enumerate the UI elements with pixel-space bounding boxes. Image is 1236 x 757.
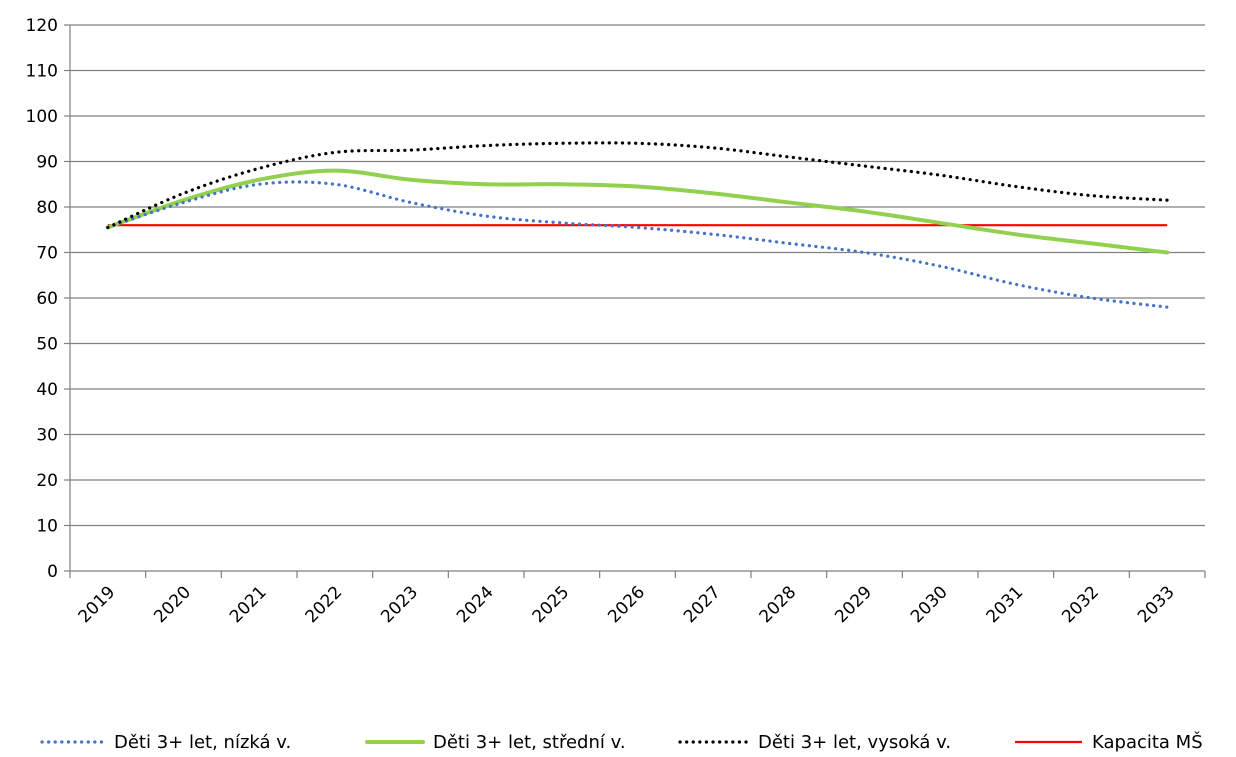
series-line-2: [105, 168, 1170, 255]
y-axis-tick-labels: 0 10 20 30 40 50 60 70 80 90 100 110 120: [26, 16, 58, 582]
x-tick-label: 2022: [302, 582, 347, 627]
x-tick-label: 2033: [1134, 582, 1179, 627]
y-tick-label: 80: [36, 198, 58, 218]
y-tick-label: 60: [36, 289, 58, 309]
legend-label-1: Děti 3+ let, nízká v.: [114, 732, 291, 753]
x-tick-label: 2024: [453, 582, 498, 627]
y-tick-label: 100: [26, 107, 58, 127]
x-tick-label: 2028: [756, 582, 801, 627]
series-lines: [105, 141, 1170, 309]
y-tick-label: 40: [36, 380, 58, 400]
y-tick-label: 20: [36, 471, 58, 491]
x-tick-label: 2031: [983, 582, 1028, 627]
series-line-1: [106, 180, 1169, 309]
y-tick-label: 0: [47, 562, 58, 582]
y-tick-label: 120: [26, 16, 58, 36]
x-tick-label: 2026: [604, 582, 649, 627]
legend: Děti 3+ let, nízká v. Děti 3+ let, středn…: [40, 731, 1203, 753]
legend-label-2: Děti 3+ let, střední v.: [433, 732, 626, 753]
x-tick-label: 2032: [1058, 582, 1103, 627]
legend-label-3: Děti 3+ let, vysoká v.: [758, 732, 951, 753]
x-tick-label: 2029: [831, 582, 876, 627]
x-tick-label: 2025: [529, 582, 574, 627]
legend-label-4: Kapacita MŠ: [1092, 731, 1203, 753]
x-tick-label: 2027: [680, 582, 725, 627]
axes: [64, 24, 1206, 578]
y-tick-label: 30: [36, 426, 58, 446]
x-tick-label: 2019: [75, 582, 120, 627]
x-axis-tick-labels: 2019 2020 2021 2022 2023 2024 2025 2026 2027 2028…: [75, 582, 1179, 627]
series-line-3: [106, 141, 1169, 230]
y-tick-label: 90: [36, 153, 58, 173]
y-tick-label: 10: [36, 517, 58, 537]
x-tick-label: 2020: [150, 582, 195, 627]
y-tick-label: 50: [36, 335, 58, 355]
y-tick-label: 110: [26, 62, 58, 82]
x-tick-label: 2023: [377, 582, 422, 627]
y-tick-label: 70: [36, 244, 58, 264]
gridlines: [70, 24, 1205, 527]
x-tick-label: 2021: [226, 582, 271, 627]
x-tick-label: 2030: [907, 582, 952, 627]
